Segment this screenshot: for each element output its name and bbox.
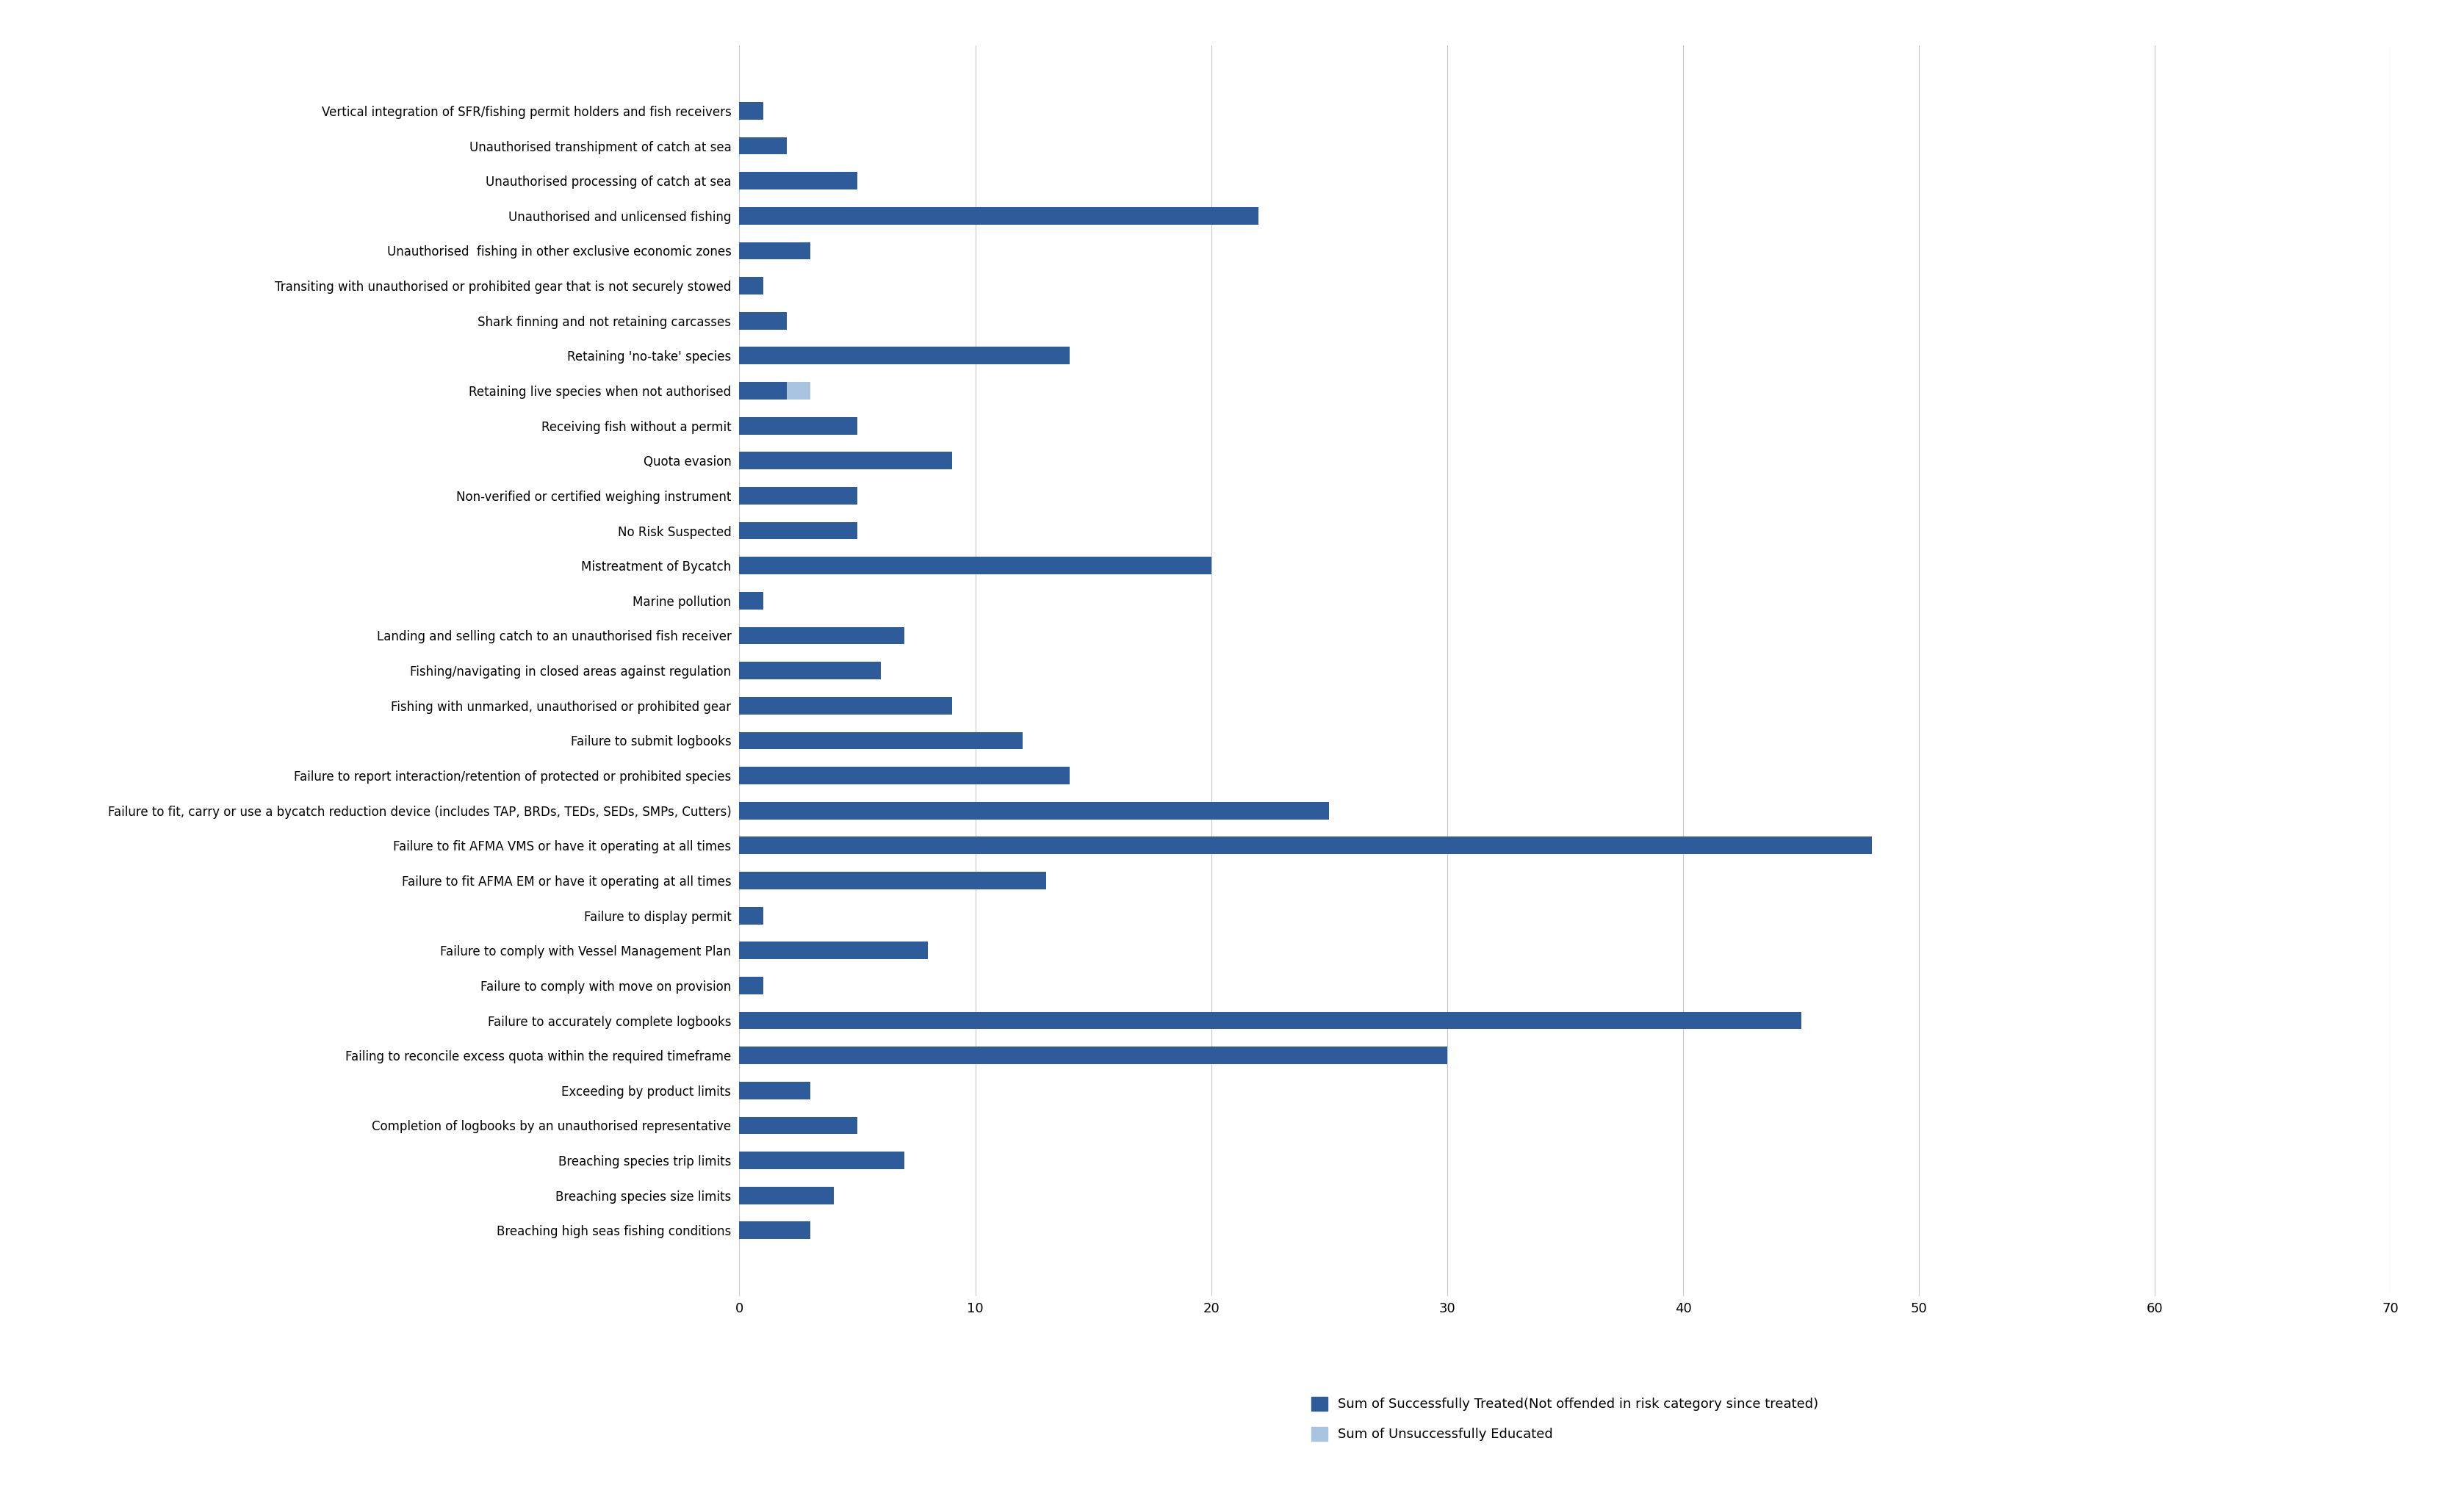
Bar [739, 1011, 1045, 1029]
Legend: Sum of Successfully Treated(Not offended in risk category since treated), Sum of: Sum of Successfully Treated(Not offended… [1303, 1389, 1826, 1448]
Bar [739, 1082, 764, 1099]
Bar [739, 243, 811, 259]
Bar [739, 732, 1023, 749]
Bar [739, 767, 1069, 784]
Bar [739, 627, 904, 645]
Bar [739, 381, 811, 399]
Bar [739, 696, 764, 714]
Bar [739, 871, 1045, 889]
Bar [739, 802, 1328, 820]
Bar [739, 662, 880, 680]
Bar [739, 417, 857, 434]
Bar [739, 1047, 1446, 1064]
Bar [739, 521, 857, 540]
Bar [739, 942, 929, 960]
Bar [739, 732, 764, 749]
Bar [739, 1186, 833, 1204]
Bar [739, 836, 1870, 854]
Bar [739, 767, 880, 784]
Bar [739, 137, 786, 155]
Bar [739, 1047, 1094, 1064]
Bar [739, 1011, 1801, 1029]
Bar [739, 487, 857, 505]
Bar [739, 696, 951, 714]
Bar [739, 1222, 811, 1239]
Bar [739, 381, 786, 399]
Bar [739, 312, 786, 330]
Bar [739, 592, 764, 609]
Bar [739, 277, 764, 294]
Bar [739, 558, 1210, 574]
Bar [739, 977, 764, 995]
Bar [739, 172, 857, 190]
Bar [739, 102, 764, 119]
Bar [739, 1117, 857, 1135]
Bar [739, 347, 1069, 365]
Bar [739, 802, 880, 820]
Bar [739, 907, 764, 924]
Bar [739, 558, 998, 574]
Bar [739, 836, 951, 854]
Bar [739, 1082, 811, 1099]
Bar [739, 347, 786, 365]
Bar [739, 452, 786, 470]
Bar [739, 452, 951, 470]
Bar [739, 1151, 904, 1169]
Bar [739, 206, 1259, 225]
Bar [739, 417, 764, 434]
